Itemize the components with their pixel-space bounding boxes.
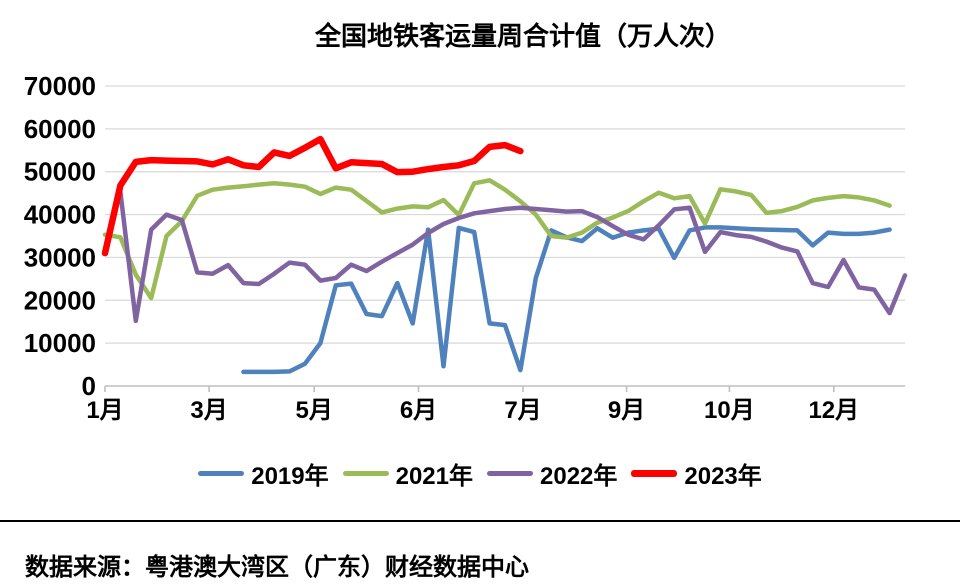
legend-swatch-2019	[198, 471, 245, 476]
data-source-text: 数据来源：粤港澳大湾区（广东）财经数据中心	[25, 555, 529, 581]
y-axis-label: 60000	[24, 114, 96, 144]
line-chart: 0 10000 20000 30000 40000 50000 60000 70000 1月 3月…	[24, 71, 908, 424]
legend-swatch-2023	[631, 470, 678, 477]
x-axis-label: 9月	[608, 397, 645, 424]
x-axis-label: 7月	[504, 397, 541, 424]
y-axis-label: 50000	[24, 157, 96, 187]
x-axis-label: 12月	[808, 397, 859, 424]
series-line-2023年	[101, 135, 524, 257]
legend-item-2019: 2019年	[198, 456, 329, 491]
legend-item-2021: 2021年	[342, 456, 473, 491]
x-axis-label: 3月	[190, 397, 227, 424]
legend-label-2023: 2023年	[684, 463, 762, 490]
y-axis-label: 20000	[24, 285, 96, 315]
x-axis-label: 1月	[86, 397, 123, 424]
series-line-2022年	[118, 189, 908, 324]
chart-title: 全国地铁客运量周合计值（万人次）	[314, 22, 731, 51]
y-axis-label: 70000	[24, 71, 96, 101]
legend-label-2022: 2022年	[540, 463, 618, 490]
y-axis-label: 30000	[24, 242, 96, 272]
x-axis-label: 6月	[400, 397, 437, 424]
footer-divider	[0, 520, 960, 522]
legend-label-2021: 2021年	[395, 463, 473, 490]
legend-label-2019: 2019年	[251, 463, 329, 490]
legend-swatch-2022	[487, 471, 533, 476]
x-axis-label: 10月	[704, 397, 755, 424]
x-axis-label: 5月	[296, 397, 333, 424]
legend-item-2023: 2023年	[631, 456, 762, 491]
chart-legend: 2019年 2021年 2022年 2023年	[0, 456, 960, 491]
series-line-2021年	[102, 178, 892, 301]
legend-swatch-2021	[342, 471, 389, 476]
y-axis-label: 0	[82, 371, 96, 401]
y-axis-label: 40000	[24, 200, 96, 230]
legend-item-2022: 2022年	[487, 456, 617, 491]
y-axis-label: 10000	[24, 328, 96, 358]
